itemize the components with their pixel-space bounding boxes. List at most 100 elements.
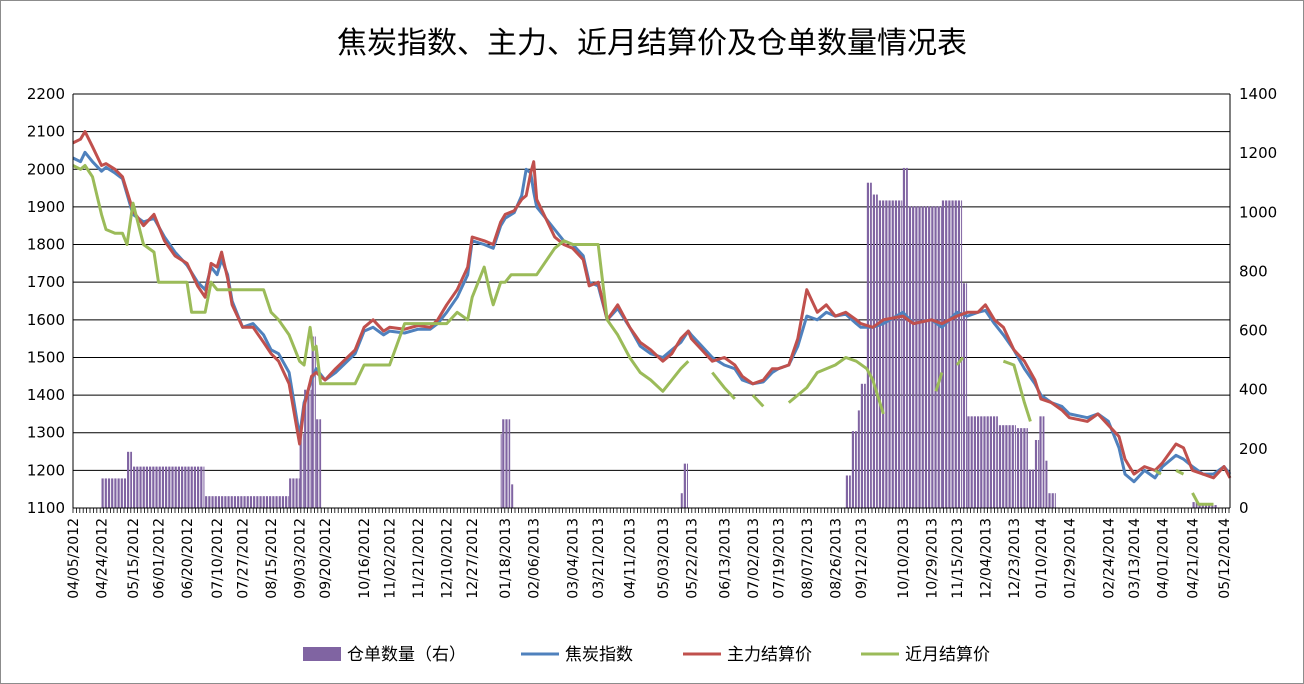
bar: [962, 283, 966, 508]
bar: [278, 496, 281, 508]
bar: [253, 496, 256, 508]
bar: [870, 182, 872, 508]
bar: [1051, 493, 1054, 508]
bar: [214, 496, 217, 508]
x-tick-label: 08/15/2012: [264, 518, 280, 599]
bar: [849, 475, 851, 508]
bar: [269, 496, 272, 508]
bar: [878, 200, 882, 508]
bar: [1020, 428, 1023, 508]
bar: [855, 431, 857, 508]
bar: [233, 496, 237, 508]
x-tick-label: 07/02/2013: [746, 518, 762, 599]
bar: [1023, 428, 1026, 508]
bar: [924, 206, 928, 508]
bar: [319, 419, 322, 508]
x-tick-label: 04/05/2012: [66, 518, 82, 599]
bar: [980, 416, 983, 508]
bar: [901, 200, 903, 508]
bar: [857, 410, 860, 508]
x-tick-label: 10/29/2013: [924, 518, 940, 599]
bar: [1214, 505, 1217, 508]
x-tick-label: 01/29/2014: [1062, 518, 1078, 599]
bar: [205, 496, 208, 508]
bar: [237, 496, 240, 508]
bar: [976, 416, 980, 508]
bar: [152, 466, 155, 508]
x-tick-label: 07/19/2013: [771, 518, 787, 599]
bar: [1208, 505, 1211, 508]
bar: [310, 389, 312, 508]
gridlines: [73, 93, 1230, 509]
bar: [203, 466, 205, 508]
bar: [989, 416, 992, 508]
right-tick-label: 1400: [1239, 85, 1277, 103]
bar: [957, 200, 961, 508]
bar: [866, 182, 870, 508]
bar: [906, 167, 908, 508]
bar: [200, 466, 203, 508]
x-tick-label: 02/06/2013: [527, 518, 543, 599]
left-tick-label: 1200: [27, 461, 65, 479]
bar: [221, 496, 224, 508]
bar: [902, 167, 906, 508]
right-tick-label: 1200: [1239, 144, 1277, 162]
bar: [860, 383, 864, 508]
bar: [973, 416, 976, 508]
bar: [1028, 469, 1032, 508]
bar: [230, 496, 233, 508]
bar: [508, 419, 511, 508]
bar: [505, 419, 508, 508]
bar: [1008, 425, 1011, 508]
bar: [259, 496, 262, 508]
bar: [1038, 439, 1040, 508]
left-tick-label: 1800: [27, 236, 65, 254]
bar: [1054, 493, 1056, 508]
x-tick-label: 01/18/2013: [498, 518, 514, 599]
bar: [1034, 439, 1038, 508]
bar: [314, 336, 316, 508]
bar: [104, 478, 107, 508]
bar: [165, 466, 168, 508]
bar: [908, 206, 912, 508]
bar: [885, 200, 888, 508]
bar: [970, 416, 973, 508]
bar: [208, 496, 211, 508]
bar: [292, 478, 295, 508]
bar: [168, 466, 171, 508]
bar: [158, 466, 161, 508]
left-tick-label: 1900: [27, 198, 65, 216]
bar-series: [101, 167, 1217, 509]
right-tick-label: 200: [1239, 440, 1268, 458]
chart-title: 焦炭指数、主力、近月结算价及仓单数量情况表: [337, 26, 967, 61]
x-tick-label: 05/22/2013: [684, 518, 700, 599]
bar: [249, 496, 253, 508]
bar: [197, 466, 200, 508]
bar: [299, 434, 302, 508]
bar: [246, 496, 249, 508]
bar: [915, 206, 918, 508]
bar: [211, 496, 214, 508]
bar: [891, 200, 894, 508]
bar: [986, 416, 989, 508]
bar: [311, 336, 314, 508]
bar: [1014, 425, 1016, 508]
x-tick-label: 06/13/2013: [717, 518, 733, 599]
bar: [983, 416, 986, 508]
left-tick-label: 1100: [27, 499, 65, 517]
x-tick-label: 04/11/2013: [623, 518, 639, 599]
x-tick-label: 03/21/2013: [591, 518, 607, 599]
bar: [111, 478, 114, 508]
bar: [894, 200, 898, 508]
right-tick-label: 600: [1239, 322, 1268, 340]
bar: [256, 496, 259, 508]
left-tick-label: 2100: [27, 123, 65, 141]
bar: [1195, 502, 1198, 508]
x-tick-label: 09/20/2012: [318, 518, 334, 599]
bar: [954, 200, 957, 508]
bar: [1011, 425, 1014, 508]
bar: [193, 466, 197, 508]
bar: [240, 496, 243, 508]
legend-swatch: [303, 647, 341, 661]
x-tick-label: 01/10/2014: [1034, 518, 1050, 599]
